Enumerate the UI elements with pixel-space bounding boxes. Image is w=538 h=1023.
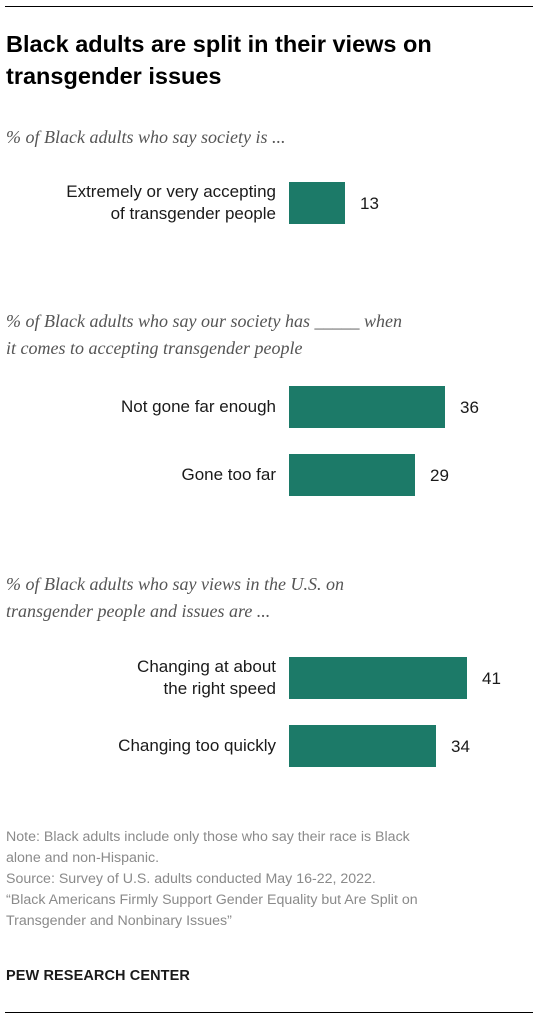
note-line: Note: Black adults include only those wh… bbox=[6, 829, 410, 845]
panel-subtitle: % of Black adults who say views in the U… bbox=[6, 571, 531, 625]
bar-label: Not gone far enough bbox=[121, 396, 276, 418]
panel-subtitle: % of Black adults who say our society ha… bbox=[6, 308, 531, 362]
pew-logo: PEW RESEARCH CENTER bbox=[6, 968, 190, 984]
panel-subtitle: % of Black adults who say society is ... bbox=[6, 124, 531, 151]
panel-subtitle-line: it comes to accepting transgender people bbox=[6, 338, 303, 358]
bar-value-label: 13 bbox=[360, 194, 379, 213]
panel-subtitle-line: % of Black adults who say views in the U… bbox=[6, 574, 344, 594]
source-line: Transgender and Nonbinary Issues” bbox=[6, 913, 232, 929]
chart-notes: Note: Black adults include only those wh… bbox=[6, 827, 531, 932]
bottom-rule bbox=[5, 1012, 533, 1013]
bar-label-line: Changing at about bbox=[137, 657, 276, 676]
bar-label-line: of transgender people bbox=[110, 204, 276, 223]
bar-label: Extremely or very accepting of transgende… bbox=[66, 181, 276, 225]
bar bbox=[289, 386, 445, 428]
bar-label: Changing at about the right speed bbox=[137, 656, 276, 700]
bar bbox=[289, 725, 436, 767]
bar-label: Gone too far bbox=[181, 464, 276, 486]
bar-value-label: 29 bbox=[430, 466, 449, 485]
top-rule bbox=[5, 6, 533, 7]
bar-label-line: Gone too far bbox=[181, 465, 276, 484]
panel-subtitle-line: % of Black adults who say society is ... bbox=[6, 127, 286, 147]
bar bbox=[289, 182, 345, 224]
bar bbox=[289, 454, 415, 496]
source-line: “Black Americans Firmly Support Gender E… bbox=[6, 892, 418, 908]
note-line: alone and non-Hispanic. bbox=[6, 850, 160, 866]
source-line: Source: Survey of U.S. adults conducted … bbox=[6, 871, 376, 887]
panel-subtitle-line: % of Black adults who say our society ha… bbox=[6, 311, 402, 331]
bar-value-label: 34 bbox=[451, 737, 470, 756]
chart-title: Black adults are split in their views on… bbox=[6, 31, 432, 89]
bar-label-line: Not gone far enough bbox=[120, 397, 276, 416]
bar-label-line: the right speed bbox=[163, 679, 276, 698]
bar-label-line: Changing too quickly bbox=[118, 736, 276, 755]
bar-label-line: Extremely or very accepting bbox=[66, 182, 276, 201]
bar-value-label: 36 bbox=[460, 398, 479, 417]
bar bbox=[289, 657, 467, 699]
bar-label: Changing too quickly bbox=[118, 735, 276, 757]
bar-value-label: 41 bbox=[482, 669, 501, 688]
panel-subtitle-line: transgender people and issues are ... bbox=[6, 601, 271, 621]
